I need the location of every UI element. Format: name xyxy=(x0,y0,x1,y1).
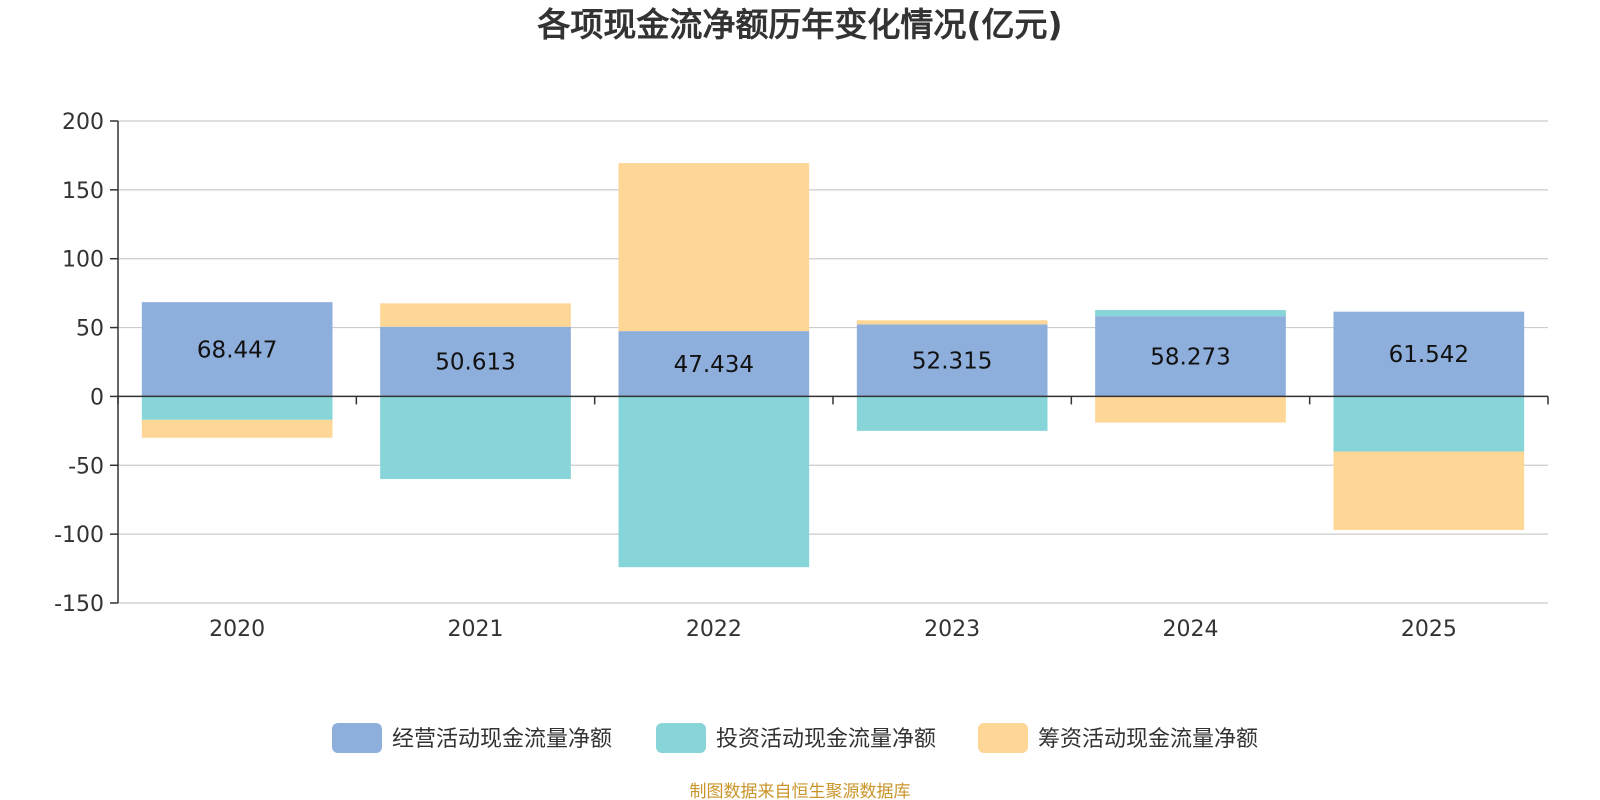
data-labels: 68.447 50.613 47.434 52.315 58.273 61.542 xyxy=(197,337,1469,377)
bar-2020-series-1 xyxy=(141,302,333,397)
y-tick-label: 100 xyxy=(62,248,104,273)
bar-2023-series-3 xyxy=(856,320,1048,325)
y-tick-label: -150 xyxy=(54,592,104,617)
x-axis: 2020 2021 2022 2023 2024 2025 xyxy=(117,395,1549,642)
bar-2020-series-3 xyxy=(141,419,333,438)
source-note: 制图数据来自恒生聚源数据库 xyxy=(690,782,911,800)
y-tick-label: 50 xyxy=(76,317,104,342)
bar-2024-series-1 xyxy=(1095,316,1286,397)
bar-2020-series-2 xyxy=(141,396,333,420)
legend-label-3[interactable]: 筹资活动现金流量净额 xyxy=(1038,727,1258,752)
bar-2021-series-2 xyxy=(380,396,571,480)
data-label-2024: 58.273 xyxy=(1150,344,1230,370)
bar-2024-series-3 xyxy=(1095,396,1286,423)
y-tick-label: -100 xyxy=(54,523,104,548)
legend-label-1[interactable]: 经营活动现金流量净额 xyxy=(392,727,612,752)
bar-2022-series-3 xyxy=(618,163,810,332)
data-label-2021: 50.613 xyxy=(435,350,515,376)
data-label-2023: 52.315 xyxy=(912,348,992,374)
y-axis: 200 150 100 50 0 -50 -100 -150 xyxy=(54,110,119,617)
bar-2022-series-2 xyxy=(618,396,810,568)
bar-2024-series-2 xyxy=(1095,309,1286,317)
legend-swatch-2[interactable] xyxy=(656,723,706,753)
x-tick-label: 2023 xyxy=(924,617,980,642)
legend-label-2[interactable]: 投资活动现金流量净额 xyxy=(716,727,936,752)
bar-2025-series-3 xyxy=(1333,451,1525,531)
y-tick-label: 200 xyxy=(62,110,104,135)
x-tick-label: 2020 xyxy=(209,617,265,642)
legend: 经营活动现金流量净额 投资活动现金流量净额 筹资活动现金流量净额 xyxy=(332,723,1258,753)
data-label-2020: 68.447 xyxy=(197,337,277,363)
bar-2021-series-3 xyxy=(380,303,571,327)
legend-swatch-1[interactable] xyxy=(332,723,382,753)
y-tick-label: 0 xyxy=(90,385,104,410)
y-tick-label: -50 xyxy=(68,454,104,479)
bar-2022-series-1 xyxy=(618,331,810,397)
bar-2023-series-2 xyxy=(856,396,1048,431)
x-tick-label: 2024 xyxy=(1163,617,1219,642)
bar-2025-series-1 xyxy=(1333,311,1525,397)
bar-2021-series-1 xyxy=(380,326,571,397)
bar-2025-series-2 xyxy=(1333,396,1525,452)
legend-swatch-3[interactable] xyxy=(978,723,1028,753)
x-tick-label: 2021 xyxy=(448,617,504,642)
x-tick-label: 2022 xyxy=(686,617,742,642)
data-label-2022: 47.434 xyxy=(674,352,754,378)
y-tick-label: 150 xyxy=(62,179,104,204)
data-label-2025: 61.542 xyxy=(1389,342,1469,368)
x-tick-label: 2025 xyxy=(1401,617,1457,642)
bars xyxy=(141,163,1525,568)
bar-2023-series-1 xyxy=(856,324,1048,397)
chart-title: 各项现金流净额历年变化情况(亿元) xyxy=(536,5,1062,44)
